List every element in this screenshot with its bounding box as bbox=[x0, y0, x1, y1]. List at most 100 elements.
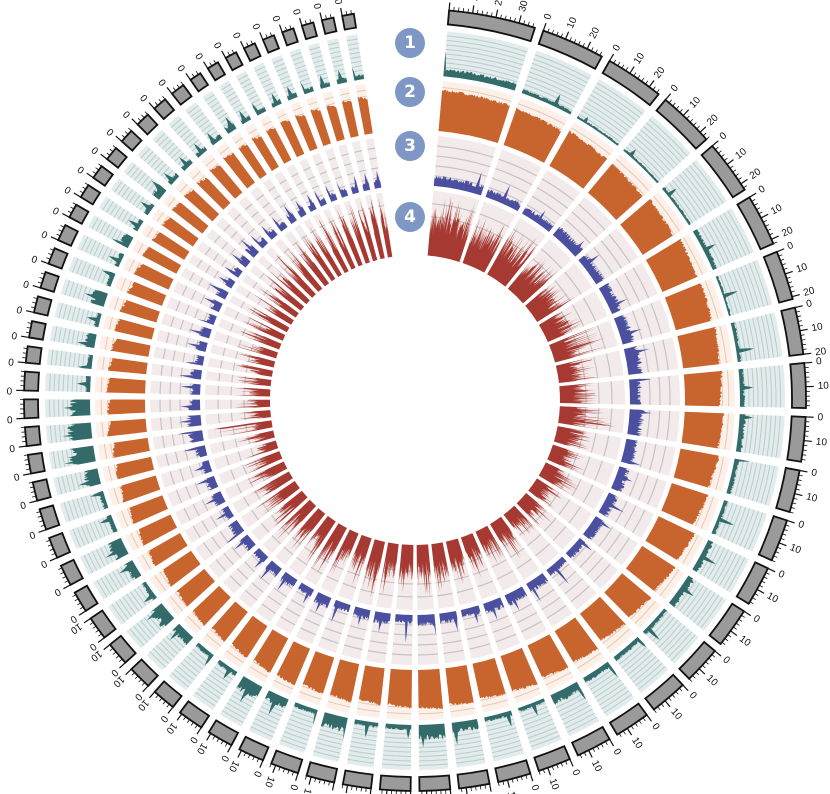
ideogram-tick bbox=[82, 186, 86, 190]
ideogram-tick bbox=[323, 780, 326, 785]
track3-area-segment-10 bbox=[627, 409, 653, 436]
track4-gridline bbox=[527, 533, 542, 547]
track1-gridline bbox=[775, 415, 781, 458]
track3-gridline bbox=[637, 475, 649, 501]
track1-area-segment-9 bbox=[738, 368, 754, 407]
track2-gridline bbox=[187, 615, 202, 630]
ideogram-tick bbox=[582, 43, 585, 48]
track1-gridline bbox=[667, 631, 693, 658]
ideogram-tick-label: 0 bbox=[105, 125, 117, 137]
ideogram-segment-38 bbox=[31, 478, 52, 502]
track1-gridline bbox=[84, 263, 92, 278]
track1-gridline bbox=[76, 527, 86, 546]
track3-gridline bbox=[267, 595, 282, 606]
track1-area-segment-24 bbox=[354, 719, 379, 738]
ideogram-tick bbox=[190, 721, 194, 726]
track3-gridline bbox=[541, 178, 575, 202]
track1-gridline bbox=[722, 555, 742, 589]
track1-gridline bbox=[164, 169, 174, 180]
track3-area-segment-63 bbox=[350, 175, 360, 195]
ideogram-tick-label: 0 bbox=[132, 691, 144, 703]
track2-gridline bbox=[126, 508, 135, 525]
ideogram-tick bbox=[679, 109, 683, 113]
ideogram-tick bbox=[773, 241, 778, 244]
ideogram-tick bbox=[756, 588, 765, 594]
ideogram-tick-label: 0 bbox=[287, 783, 299, 792]
track1-gridline bbox=[580, 109, 624, 140]
track3-gridline bbox=[393, 633, 413, 636]
track1-area-segment-18 bbox=[550, 681, 586, 705]
track3-gridline bbox=[642, 344, 649, 373]
track2-gridline bbox=[577, 652, 602, 669]
track4-gridline bbox=[397, 595, 413, 598]
track3-gridline bbox=[615, 277, 631, 307]
track1-gridline bbox=[207, 130, 218, 139]
track1-gridline bbox=[624, 649, 651, 672]
track4-area-segment-24 bbox=[379, 542, 399, 595]
ideogram-tick bbox=[596, 745, 600, 750]
ideogram-tick bbox=[30, 491, 35, 493]
track1-gridline bbox=[519, 702, 546, 714]
ideogram-tick-label: 0 bbox=[292, 7, 304, 16]
ideogram-tick bbox=[33, 297, 38, 300]
ideogram-tick bbox=[74, 598, 79, 602]
track3-area-segment-53 bbox=[240, 239, 260, 258]
ideogram-tick bbox=[299, 17, 303, 26]
track2-gridline bbox=[299, 691, 322, 700]
ideogram-tick bbox=[723, 157, 728, 162]
ideogram-tick bbox=[595, 49, 598, 54]
ideogram-tick bbox=[319, 12, 323, 21]
track1-gridline bbox=[735, 508, 751, 545]
ideogram-tick-label: 10 bbox=[733, 146, 749, 162]
ideogram-segment-27 bbox=[238, 735, 270, 762]
track3-area-segment-7 bbox=[613, 314, 642, 345]
track1-gridline bbox=[689, 165, 720, 207]
track1-gridline bbox=[277, 71, 289, 77]
track1-gridline bbox=[446, 35, 528, 53]
ideogram-tick-label: 0 bbox=[720, 654, 732, 666]
ideogram-segment-51 bbox=[92, 164, 115, 187]
track4-gridline bbox=[417, 582, 432, 585]
track4-gridline bbox=[240, 301, 245, 309]
track1-gridline bbox=[194, 691, 216, 707]
ideogram-tick-label: 10 bbox=[818, 381, 830, 392]
track3-area-segment-11 bbox=[620, 438, 641, 466]
ideogram-segment-55 bbox=[153, 98, 176, 121]
track4-area-segment-63 bbox=[357, 200, 378, 262]
ideogram-tick bbox=[653, 709, 657, 713]
ideogram-tick bbox=[295, 772, 299, 781]
track2-area-segment-47 bbox=[126, 281, 167, 306]
track3-gridline bbox=[180, 367, 183, 378]
track3-gridline bbox=[171, 434, 175, 447]
track1-gridline bbox=[258, 710, 281, 721]
track4-gridline bbox=[225, 335, 230, 344]
track1-gridline bbox=[224, 706, 246, 720]
ideogram-tick bbox=[500, 14, 502, 19]
track2-area-segment-1 bbox=[438, 89, 510, 144]
ideogram-segment-29 bbox=[178, 700, 211, 729]
ideogram-tick bbox=[40, 272, 45, 275]
ideogram-tick bbox=[154, 102, 159, 106]
track4-gridline bbox=[251, 509, 260, 521]
ideogram-tick bbox=[98, 163, 102, 167]
track1-gridline bbox=[239, 78, 251, 85]
track1-gridline bbox=[281, 79, 292, 85]
track1-gridline bbox=[67, 374, 69, 392]
track1-gridline bbox=[62, 304, 68, 320]
track3-area-segment-56 bbox=[271, 216, 288, 232]
track3-area-segment-18 bbox=[504, 586, 528, 611]
track1-gridline bbox=[250, 726, 274, 738]
track1-gridline bbox=[316, 72, 328, 77]
track2-gridline bbox=[179, 183, 188, 193]
track4-gridline bbox=[317, 555, 329, 563]
track1-gridline bbox=[169, 632, 185, 648]
ideogram-tick bbox=[481, 10, 484, 15]
ideogram-tick bbox=[131, 672, 135, 676]
track1-gridline bbox=[55, 350, 58, 366]
track4-area-segment-2 bbox=[462, 217, 505, 273]
track1-gridline bbox=[74, 473, 80, 490]
track3-gridline bbox=[346, 634, 365, 641]
track1-gridline bbox=[103, 223, 111, 236]
ideogram-tick bbox=[149, 691, 156, 699]
track1-gridline bbox=[444, 62, 519, 79]
